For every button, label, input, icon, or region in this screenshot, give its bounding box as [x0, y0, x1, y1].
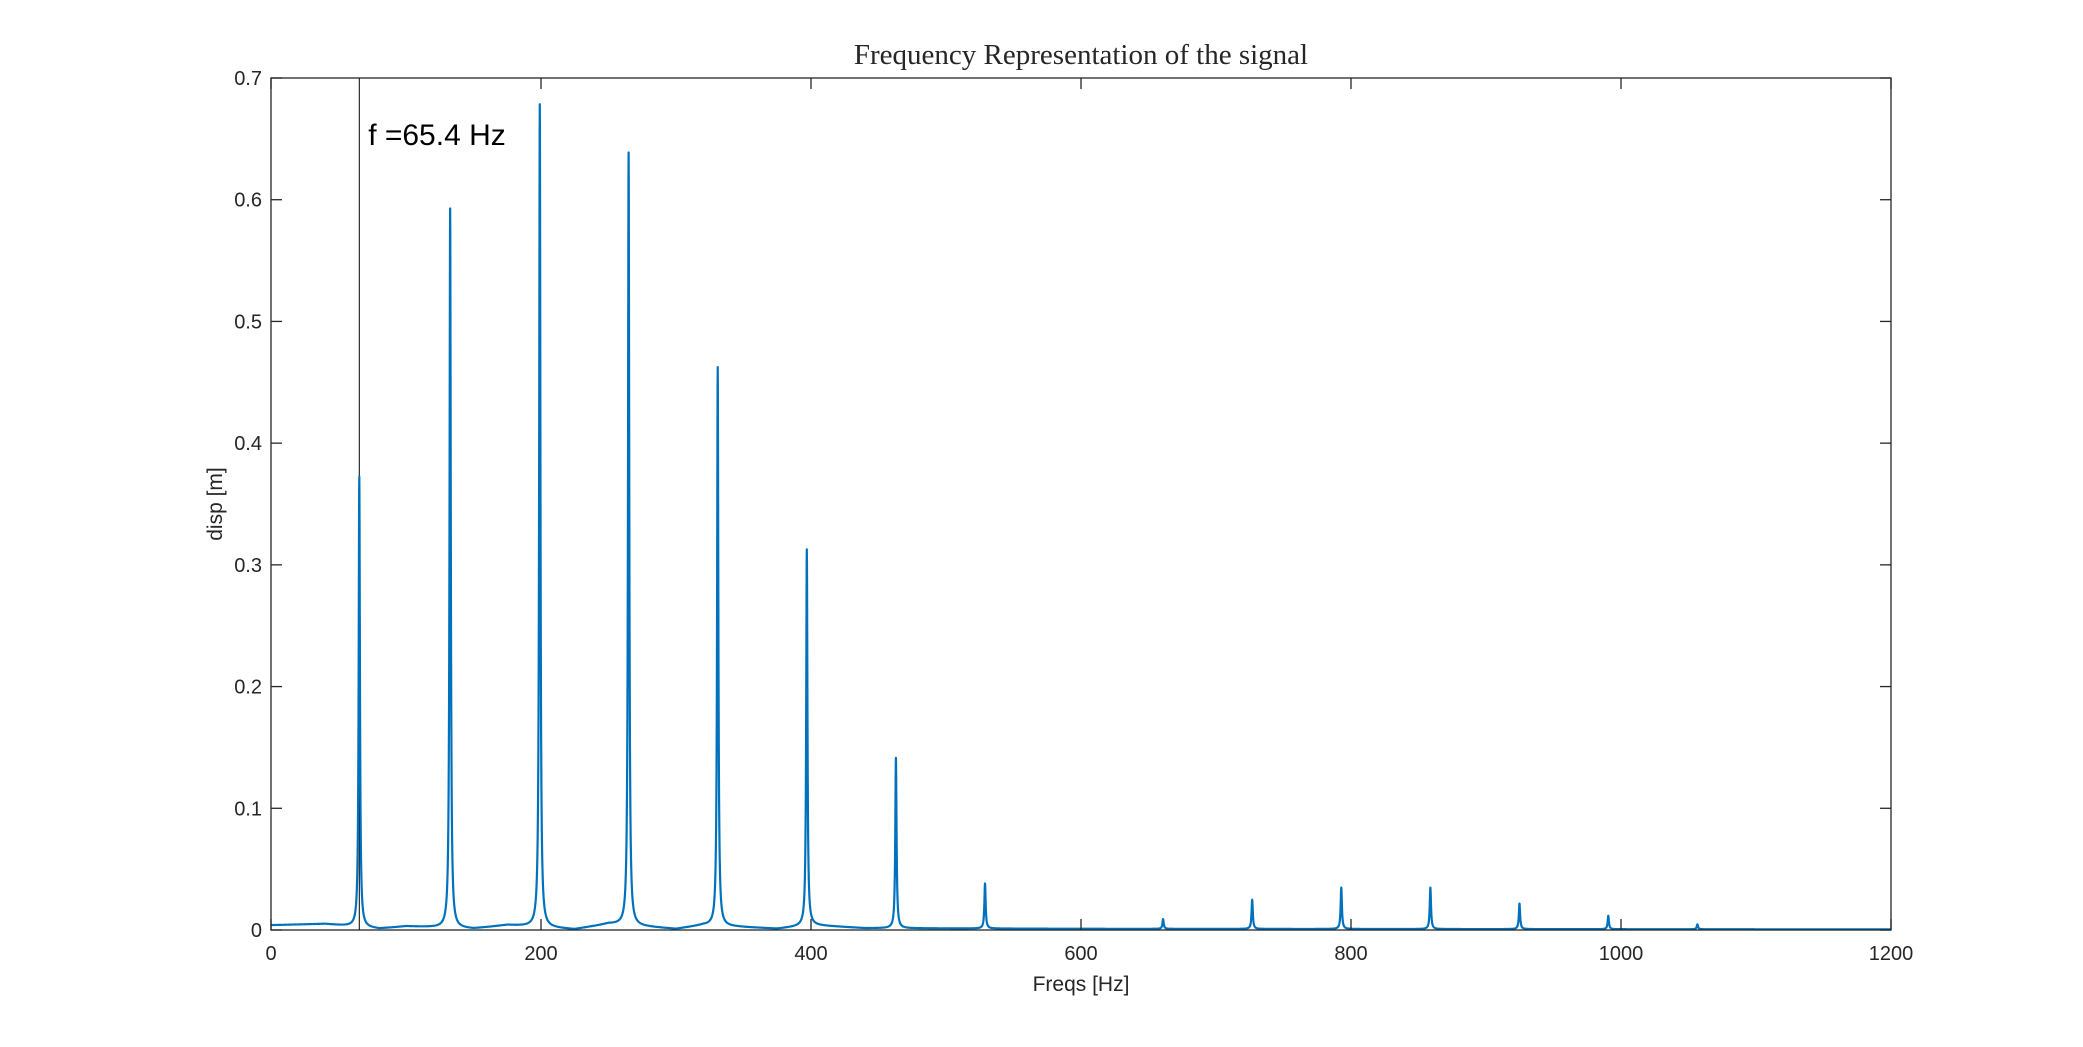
x-tick-label: 400: [794, 943, 827, 965]
y-tick-label: 0.7: [234, 68, 262, 90]
plot-area: [271, 78, 1891, 930]
x-tick-label: 600: [1064, 943, 1097, 965]
y-tick-label: 0.6: [234, 190, 262, 212]
y-axis-label: disp [m]: [204, 467, 227, 541]
y-tick-label: 0.1: [234, 798, 262, 820]
x-tick-label: 200: [524, 943, 557, 965]
x-tick-label: 1200: [1869, 943, 1914, 965]
y-tick-label: 0.2: [234, 677, 262, 699]
x-axis-label: Freqs [Hz]: [1033, 973, 1130, 996]
frequency-annotation: f =65.4 Hz: [368, 119, 506, 152]
x-tick-label: 0: [265, 943, 276, 965]
x-tick-label: 1000: [1599, 943, 1644, 965]
x-tick-label: 800: [1334, 943, 1367, 965]
y-tick-label: 0: [251, 920, 262, 942]
chart-title: Frequency Representation of the signal: [854, 39, 1308, 71]
y-tick-label: 0.3: [234, 555, 262, 577]
y-tick-label: 0.4: [234, 433, 262, 455]
y-tick-label: 0.5: [234, 311, 262, 333]
